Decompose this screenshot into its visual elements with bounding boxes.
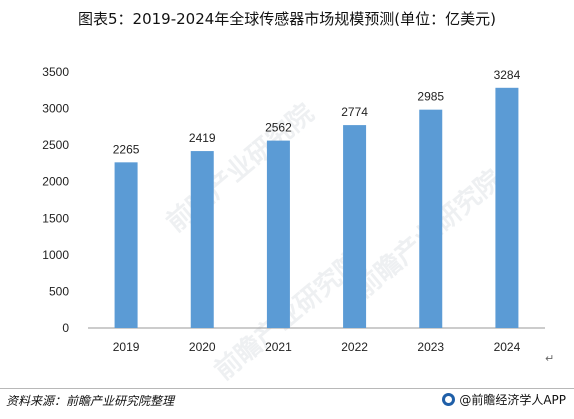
x-tick-label: 2022 xyxy=(341,340,368,354)
data-label: 2985 xyxy=(417,90,444,104)
x-tick-label: 2019 xyxy=(113,340,140,354)
x-tick-label: 2023 xyxy=(417,340,444,354)
x-tick-label: 2024 xyxy=(494,340,521,354)
chart-title: 图表5：2019-2024年全球传感器市场规模预测(单位：亿美元) xyxy=(77,10,496,28)
y-tick-label: 2500 xyxy=(42,138,69,152)
x-tick-label: 2021 xyxy=(265,340,292,354)
x-tick-label: 2020 xyxy=(189,340,216,354)
data-label: 2265 xyxy=(113,142,140,156)
bar xyxy=(343,125,367,328)
bar xyxy=(495,87,519,328)
footer-divider xyxy=(0,388,574,389)
data-label: 2419 xyxy=(189,131,216,145)
data-label: 3284 xyxy=(494,68,521,82)
data-label: 2562 xyxy=(265,121,292,135)
brand-label: @前瞻经济学人APP xyxy=(459,393,566,407)
bar xyxy=(190,151,214,328)
data-label: 2774 xyxy=(341,105,368,119)
y-tick-label: 3500 xyxy=(42,65,69,79)
y-tick-label: 0 xyxy=(62,321,69,335)
y-tick-label: 1500 xyxy=(42,211,69,225)
bar xyxy=(419,109,443,328)
bar xyxy=(114,162,138,328)
source-note: 资料来源：前瞻产业研究院整理 xyxy=(6,394,175,408)
y-tick-label: 2000 xyxy=(42,175,69,189)
y-tick-label: 500 xyxy=(49,284,69,298)
bar xyxy=(266,140,290,328)
y-tick-label: 3000 xyxy=(42,102,69,116)
return-icon: ↵ xyxy=(545,352,555,365)
brand-logo-icon xyxy=(442,393,456,406)
y-tick-label: 1000 xyxy=(42,248,69,262)
brand-credit: @前瞻经济学人APP xyxy=(442,391,566,408)
